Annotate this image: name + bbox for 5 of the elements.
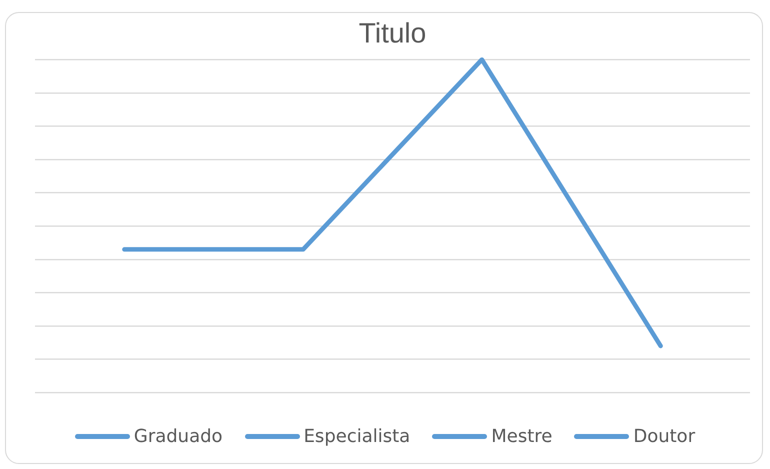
- text: Especialista: [304, 426, 410, 447]
- text: Graduado: [134, 426, 223, 447]
- chart-title: Titulo: [358, 18, 426, 49]
- text: Doutor: [633, 426, 696, 447]
- text: Mestre: [491, 426, 552, 447]
